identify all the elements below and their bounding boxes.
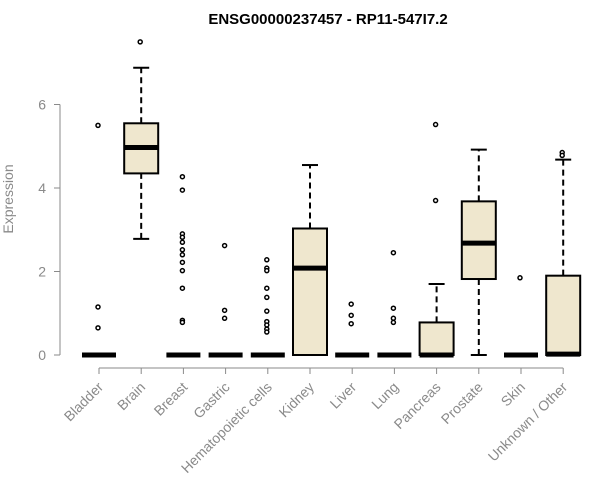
outlier-point (348, 312, 354, 319)
outlier-point (390, 305, 397, 311)
outlier-point (179, 259, 186, 266)
outlier-point (179, 247, 186, 253)
box-lung (377, 249, 412, 358)
x-tick-label: Bladder (61, 379, 107, 425)
iqr-box (460, 200, 497, 281)
y-tick-label: 2 (38, 264, 46, 280)
outlier-point (264, 294, 270, 301)
outlier-point (95, 122, 101, 129)
outlier-point (264, 308, 270, 314)
iqr-box (545, 274, 582, 356)
box-hematopoietic-cells (250, 257, 285, 358)
box-bladder (82, 122, 116, 358)
iqr-box (418, 321, 455, 356)
outlier-point (95, 325, 101, 331)
box-liver (335, 301, 370, 358)
outlier-point (179, 187, 186, 193)
x-tick-label: Breast (151, 379, 191, 419)
box-gastric (208, 242, 243, 358)
outlier-point (559, 152, 565, 159)
x-tick-label: Skin (498, 379, 529, 410)
y-tick-label: 4 (38, 180, 46, 196)
x-tick-label: Kidney (276, 379, 318, 421)
iqr-box (292, 227, 328, 356)
outlier-point (432, 121, 439, 128)
outlier-point (390, 315, 397, 322)
outlier-point (390, 249, 397, 256)
outlier-point (179, 285, 186, 291)
box-unknown-other (545, 149, 582, 357)
outlier-point (432, 197, 439, 204)
x-tick-label: Pancreas (391, 379, 444, 432)
box-prostate (460, 148, 497, 356)
x-tick-label: Brain (114, 379, 148, 413)
box-kidney (292, 164, 328, 356)
outlier-point (179, 234, 186, 241)
outlier-point (517, 275, 523, 281)
box-skin (504, 275, 538, 358)
outlier-point (264, 257, 270, 263)
outlier-point (137, 39, 143, 45)
outlier-point (221, 242, 228, 249)
x-tick-label: Liver (327, 379, 360, 412)
outlier-point (179, 267, 186, 274)
y-tick-label: 6 (38, 97, 46, 113)
outlier-point (264, 267, 270, 274)
chart-title: ENSG00000237457 - RP11-547I7.2 (208, 11, 447, 28)
boxes-group (82, 39, 582, 358)
x-tick-label: Unknown / Other (485, 379, 571, 465)
outlier-point (221, 315, 228, 322)
x-tick-label: Prostate (438, 379, 486, 427)
outlier-point (348, 320, 354, 327)
outlier-point (179, 239, 186, 246)
y-axis: 0 2 4 6 (38, 97, 61, 363)
outlier-point (264, 285, 270, 291)
outlier-point (390, 319, 397, 326)
outlier-point (179, 173, 186, 180)
outlier-point (95, 304, 101, 310)
x-tick-label: Lung (368, 379, 401, 412)
box-breast (166, 173, 201, 358)
outlier-point (264, 329, 270, 335)
y-tick-label: 0 (38, 347, 46, 363)
box-pancreas (418, 121, 455, 358)
outlier-point (179, 252, 186, 258)
outlier-point (264, 322, 270, 328)
box-brain (123, 39, 160, 240)
outlier-point (221, 307, 228, 314)
outlier-point (348, 301, 354, 307)
outlier-point (179, 319, 186, 326)
y-axis-label: Expression (0, 164, 16, 233)
